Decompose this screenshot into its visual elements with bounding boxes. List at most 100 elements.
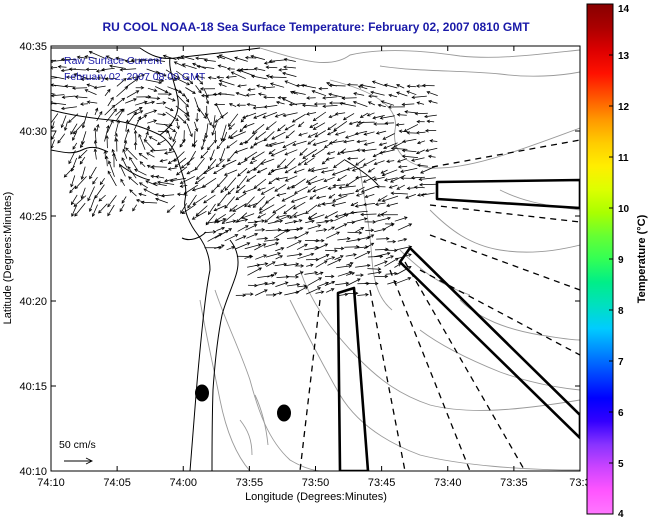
current-vector xyxy=(411,157,425,162)
current-vector xyxy=(214,218,227,224)
current-vector xyxy=(267,219,284,224)
current-vector xyxy=(164,123,177,133)
current-vector xyxy=(236,103,246,107)
current-vector xyxy=(135,85,145,90)
current-vector xyxy=(218,83,227,87)
current-vector xyxy=(205,95,210,105)
current-vector xyxy=(219,148,226,162)
current-vector xyxy=(227,113,239,127)
current-vector xyxy=(130,58,147,62)
current-vector xyxy=(74,202,86,217)
current-vector xyxy=(282,112,298,118)
current-vector xyxy=(264,281,276,286)
current-vector xyxy=(372,115,385,120)
current-vector xyxy=(237,84,247,88)
current-vector xyxy=(133,116,141,131)
current-vector xyxy=(263,61,276,65)
current-vector xyxy=(200,150,209,159)
current-vector xyxy=(324,211,338,219)
current-vector xyxy=(177,114,187,124)
current-vector xyxy=(255,289,268,296)
current-vector xyxy=(373,176,385,181)
current-vector xyxy=(79,156,86,165)
current-vector xyxy=(207,159,217,170)
y-axis: 40:35 40:30 40:25 40:20 40:15 40:10 xyxy=(19,41,580,478)
current-vector xyxy=(378,142,388,146)
current-vector xyxy=(138,59,156,63)
shipping-lane-boundaries xyxy=(336,178,580,471)
current-vector xyxy=(85,67,97,72)
current-vector xyxy=(276,192,287,197)
current-vector xyxy=(235,293,247,298)
current-vector xyxy=(133,141,138,150)
current-vector xyxy=(327,186,336,190)
current-vector xyxy=(387,105,405,109)
current-vector xyxy=(259,202,268,211)
current-vector xyxy=(396,253,412,260)
current-vector xyxy=(359,83,376,89)
current-vector xyxy=(312,122,326,130)
current-vector xyxy=(281,193,296,202)
current-vector xyxy=(284,166,297,174)
current-vector xyxy=(375,184,386,189)
current-vector xyxy=(362,158,377,166)
current-vector xyxy=(120,178,126,186)
current-vector xyxy=(272,204,286,214)
current-vector xyxy=(51,102,57,105)
current-vector xyxy=(325,157,335,161)
current-vector xyxy=(320,169,335,174)
current-vector xyxy=(375,130,387,135)
current-vector xyxy=(375,216,391,222)
current-vector xyxy=(185,106,190,116)
current-vector xyxy=(334,255,344,260)
current-vector xyxy=(289,211,298,219)
current-vector xyxy=(277,124,286,132)
current-vector xyxy=(406,90,417,96)
current-vector xyxy=(384,223,395,230)
current-vector xyxy=(225,75,237,79)
current-vector xyxy=(309,194,317,200)
station-marker-west xyxy=(195,384,209,402)
current-vector xyxy=(275,247,285,252)
current-vector xyxy=(396,184,405,190)
current-vector xyxy=(315,195,326,200)
current-vector xyxy=(237,225,249,232)
current-vector xyxy=(74,95,88,99)
current-vector xyxy=(363,131,375,136)
current-vector xyxy=(257,213,267,219)
current-vector xyxy=(150,164,167,169)
current-vector xyxy=(245,93,256,97)
current-vector xyxy=(333,120,348,131)
current-vector xyxy=(114,138,119,152)
current-vector xyxy=(323,176,335,183)
current-vector xyxy=(292,201,306,210)
current-vector xyxy=(235,235,247,241)
current-vector xyxy=(51,121,55,130)
current-vector xyxy=(105,55,115,61)
current-vector xyxy=(286,240,302,249)
current-vector xyxy=(353,217,368,223)
current-vector xyxy=(112,152,116,168)
current-vector xyxy=(328,193,336,199)
current-vector xyxy=(195,112,199,123)
current-vector xyxy=(93,85,106,90)
current-vector xyxy=(213,130,218,144)
current-vector xyxy=(127,166,137,179)
x-tick-label: 73:45 xyxy=(368,477,396,489)
x-tick-label: 73:50 xyxy=(302,477,330,489)
current-vector xyxy=(413,185,425,190)
current-vector xyxy=(305,175,318,183)
current-vector xyxy=(128,176,139,186)
current-vector xyxy=(180,55,195,60)
current-vector xyxy=(186,169,196,175)
current-vector xyxy=(73,73,88,79)
current-vector xyxy=(334,131,346,136)
current-vector xyxy=(364,220,377,224)
current-vector xyxy=(207,233,223,242)
current-vector xyxy=(416,101,425,105)
current-vector xyxy=(384,257,399,267)
current-vector xyxy=(242,123,255,129)
current-vector xyxy=(274,183,287,192)
current-vector xyxy=(327,123,337,131)
